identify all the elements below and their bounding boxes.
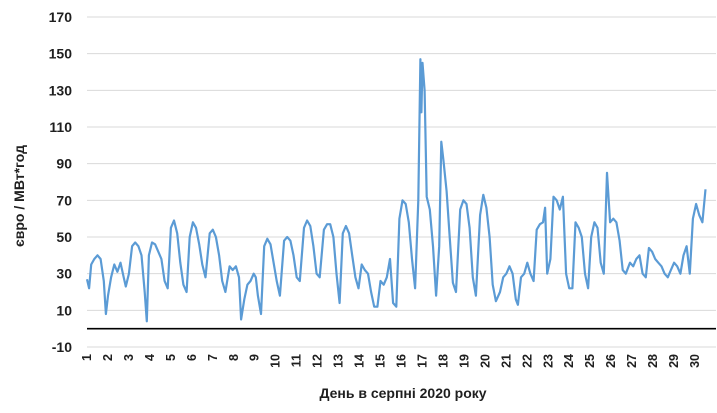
y-tick-label: 150 [49,46,73,62]
x-tick-label: 15 [374,354,388,368]
x-tick-label: 27 [625,354,639,368]
x-tick-label: 8 [227,354,241,361]
x-axis-ticks: 1 2 3 4 5 6 7 8 9 10 11 12 13 14 15 16 17 18 19 20 21 22 23 24 2… [80,354,702,368]
x-tick-label: 10 [269,354,283,368]
x-tick-label: 5 [164,354,178,361]
x-tick-label: 29 [667,354,681,368]
x-tick-label: 9 [248,354,262,361]
x-tick-label: 25 [583,354,597,368]
x-tick-label: 21 [499,354,513,368]
y-axis-ticks: -10 10 30 50 70 90 110 130 150 170 [49,9,73,355]
y-tick-label: 130 [49,82,73,98]
x-tick-label: 19 [457,354,471,368]
x-tick-label: 11 [290,354,304,367]
x-tick-label: 7 [206,354,220,361]
y-tick-label: -10 [52,339,72,355]
series-line-0 [85,58,707,323]
x-tick-label: 26 [604,354,618,368]
y-tick-label: 170 [49,9,73,25]
x-axis-title: День в серпні 2020 року [319,385,486,401]
x-tick-label: 18 [436,354,450,368]
x-tick-label: 3 [122,354,136,361]
x-tick-label: 20 [478,354,492,368]
x-tick-label: 1 [80,354,94,361]
y-tick-label: 70 [56,192,72,208]
x-tick-label: 4 [143,354,157,361]
y-tick-label: 30 [56,266,72,282]
y-tick-label: 90 [56,156,72,172]
x-tick-label: 6 [185,354,199,361]
y-tick-label: 10 [56,302,72,318]
y-axis-title: євро / МВт*год [11,145,27,247]
x-tick-label: 2 [101,354,115,361]
x-tick-label: 24 [562,354,576,368]
x-tick-label: 13 [332,354,346,368]
series-layer [85,58,707,323]
x-tick-label: 30 [688,354,702,368]
gridlines [87,16,716,348]
x-tick-label: 23 [541,354,555,368]
x-tick-label: 17 [415,354,429,368]
x-tick-label: 16 [395,354,409,368]
x-tick-label: 12 [311,354,325,368]
y-tick-label: 50 [56,229,72,245]
x-tick-label: 28 [646,354,660,368]
x-tick-label: 14 [353,354,367,368]
y-tick-label: 110 [49,119,72,135]
x-tick-label: 22 [520,354,534,368]
